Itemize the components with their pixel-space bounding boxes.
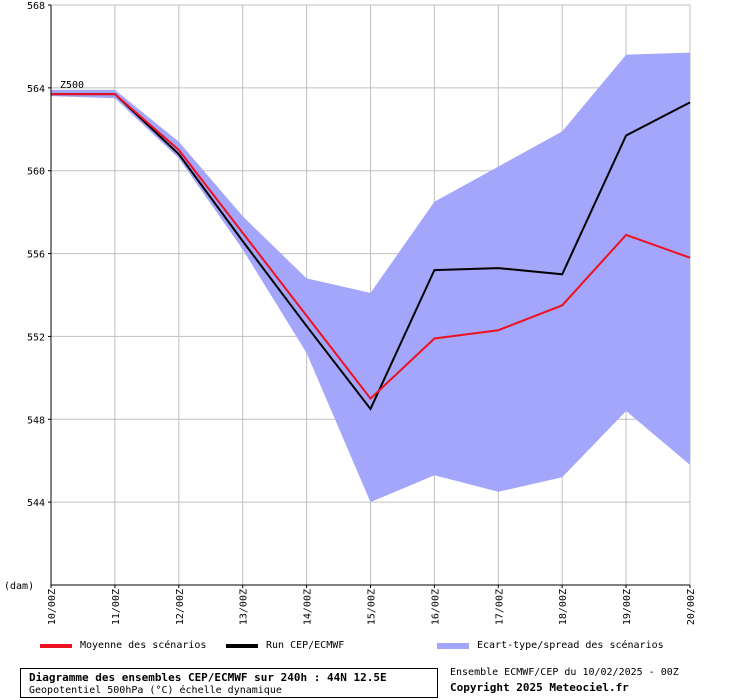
x-tick-label: 12/00Z [175, 589, 186, 625]
x-tick-label: 19/00Z [622, 589, 633, 625]
x-tick-label: 10/00Z [47, 589, 58, 625]
x-tick-label: 16/00Z [430, 589, 441, 625]
legend-swatch-spread [437, 642, 469, 649]
x-tick-label: 14/00Z [303, 589, 314, 625]
spread-area [51, 52, 690, 503]
legend-item-spread: Ecart-type/spread des scénarios [437, 640, 664, 651]
x-tick-label: 18/00Z [558, 589, 569, 625]
copyright: Copyright 2025 Meteociel.fr [450, 681, 629, 694]
series-lines [51, 93, 691, 411]
y-tick-label: 564 [27, 84, 45, 95]
x-tick-label: 17/00Z [494, 589, 505, 625]
series-line-run [51, 93, 691, 411]
y-unit-label: (dam) [4, 581, 34, 592]
y-tick-label: 544 [27, 498, 45, 509]
legend-item-run: Run CEP/ECMWF [226, 640, 344, 651]
series-line-mean [51, 93, 691, 401]
legend-item-mean: Moyenne des scénarios [40, 640, 206, 651]
ensemble-chart: 544 548 552 556 560 564 568 (dam) 10/00Z 11/00Z 12… [4, 1, 697, 625]
spread-band [51, 52, 690, 503]
footer-info: Ensemble ECMWF/CEP du 10/02/2025 - 00Z C… [450, 666, 679, 696]
legend-label-spread: Ecart-type/spread des scénarios [477, 640, 664, 651]
axes [48, 4, 691, 588]
chart-subtitle: Geopotentiel 500hPa (°C) échelle dynamiq… [29, 685, 282, 696]
legend-swatch-run [226, 643, 258, 648]
y-tick-label: 568 [27, 1, 45, 12]
y-tick-label: 548 [27, 415, 45, 426]
legend-label-run: Run CEP/ECMWF [266, 640, 345, 651]
x-tick-label: 15/00Z [367, 589, 378, 625]
chart-title: Diagramme des ensembles CEP/ECMWF sur 24… [29, 671, 387, 684]
legend-label-mean: Moyenne des scénarios [80, 640, 207, 651]
y-tick-label: 552 [27, 332, 45, 343]
y-tick-label: 556 [27, 250, 45, 261]
x-tick-label: 20/00Z [686, 589, 697, 625]
legend-swatch-mean [40, 643, 72, 648]
series-label: Z500 [60, 80, 84, 91]
tick-labels: 544 548 552 556 560 564 568 (dam) 10/00Z 11/00Z 12… [4, 1, 697, 625]
x-tick-label: 13/00Z [239, 589, 250, 625]
y-tick-label: 560 [27, 167, 45, 178]
run-info: Ensemble ECMWF/CEP du 10/02/2025 - 00Z [450, 667, 679, 678]
x-tick-label: 11/00Z [111, 589, 122, 625]
footer-title-box: Diagramme des ensembles CEP/ECMWF sur 24… [20, 668, 438, 698]
